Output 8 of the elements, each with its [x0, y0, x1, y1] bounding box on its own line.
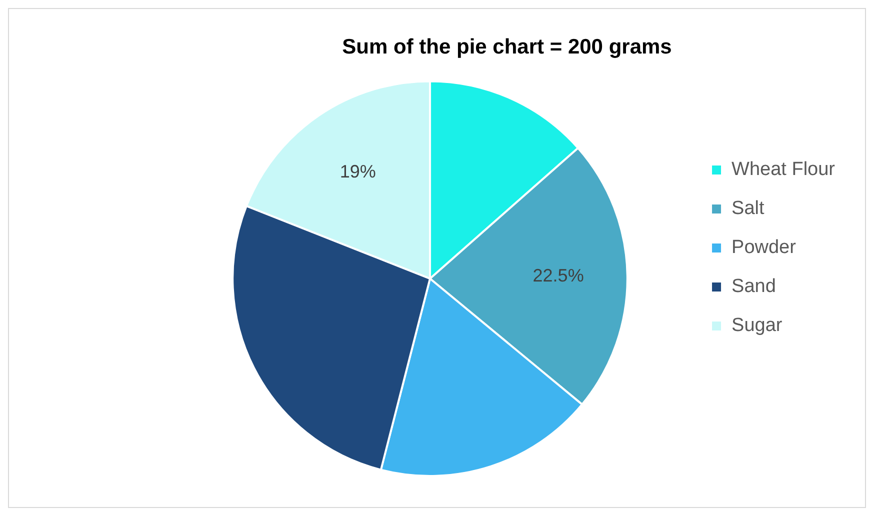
data-label: 19%	[340, 161, 376, 182]
legend-label: Sugar	[732, 315, 783, 336]
legend-label: Sand	[732, 276, 776, 298]
legend-label: Powder	[732, 237, 797, 258]
data-label: 22.5%	[532, 266, 584, 286]
legend-label: Wheat Flour	[732, 159, 836, 180]
chart-title: Sum of the pie chart = 200 grams	[342, 35, 672, 58]
legend-label: Salt	[732, 198, 765, 220]
